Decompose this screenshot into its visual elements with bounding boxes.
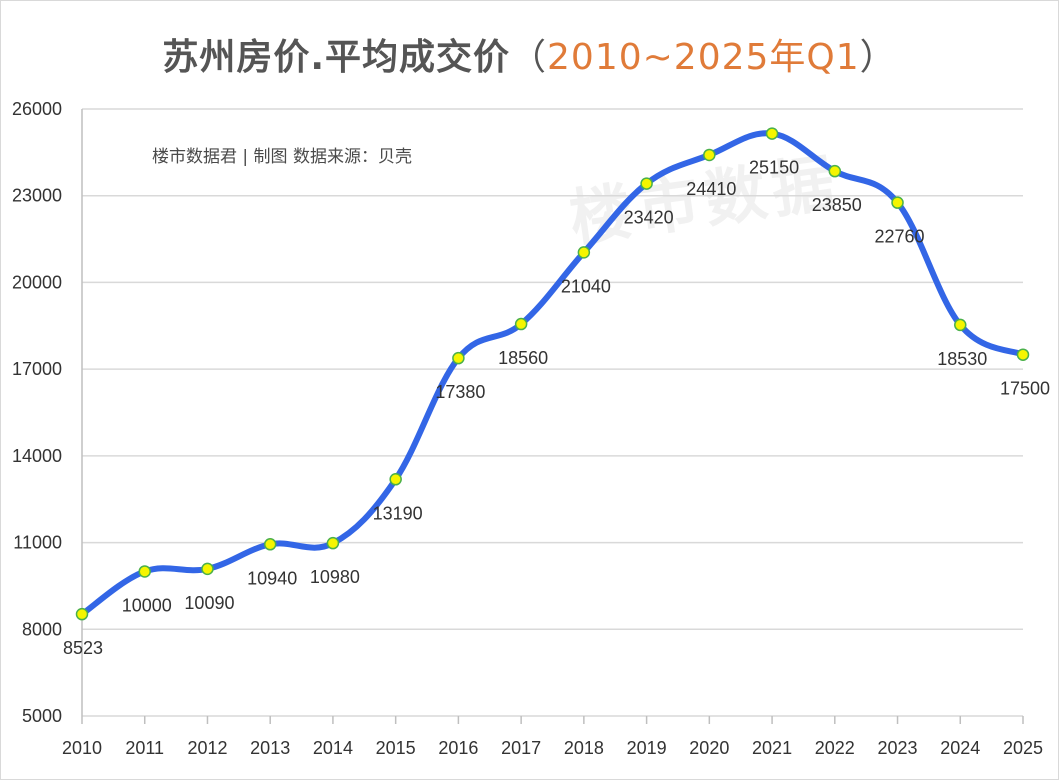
x-tick-label-2012: 2012 [187, 738, 227, 758]
data-label-2024: 18530 [937, 349, 987, 369]
data-label-2025: 17500 [1000, 379, 1050, 399]
data-label-2023: 22760 [875, 227, 925, 247]
data-label-2011: 10000 [122, 595, 172, 615]
point-2018 [577, 246, 591, 259]
data-label-2015: 13190 [373, 503, 423, 523]
y-tick-label-26000: 26000 [12, 99, 62, 119]
y-tick-label-14000: 14000 [12, 446, 62, 466]
data-label-2019: 23420 [624, 208, 674, 228]
x-tick-label-2013: 2013 [250, 738, 290, 758]
y-tick-label-5000: 5000 [22, 706, 62, 726]
x-tick-label-2024: 2024 [940, 738, 980, 758]
x-tick-label-2021: 2021 [752, 738, 792, 758]
point-2022 [828, 164, 842, 178]
title-open-paren: （ [510, 37, 548, 78]
x-tick-label-2011: 2011 [125, 738, 164, 758]
data-label-2017: 18560 [498, 348, 548, 368]
point-2024 [954, 318, 967, 332]
data-label-2021: 25150 [749, 158, 799, 178]
title-main: 苏州房价.平均成交价 [162, 37, 510, 78]
point-2017 [514, 317, 528, 331]
point-2015 [389, 473, 402, 486]
x-tick-label-2010: 2010 [62, 738, 102, 758]
y-tick-label-20000: 20000 [12, 272, 62, 292]
data-label-2018: 21040 [561, 276, 611, 296]
chart-credit: 楼市数据君 | 制图 数据来源：贝壳 [152, 147, 412, 167]
x-tick-label-2025: 2025 [1003, 738, 1043, 758]
x-tick-label-2015: 2015 [376, 738, 416, 758]
x-tick-label-2022: 2022 [815, 738, 855, 758]
series-line [79, 130, 1026, 618]
point-2011 [138, 565, 151, 578]
data-label-2022: 23850 [812, 195, 862, 215]
point-2014 [326, 536, 340, 550]
y-tick-label-23000: 23000 [12, 186, 62, 206]
point-2021 [765, 127, 779, 140]
point-2013 [263, 538, 277, 551]
chart-title: 苏州房价.平均成交价（2010~2025年Q1） [0, 28, 1059, 80]
data-label-2020: 24410 [686, 179, 736, 199]
point-2010 [75, 607, 89, 621]
x-tick-label-2023: 2023 [878, 738, 918, 758]
data-label-2013: 10940 [247, 568, 297, 588]
y-tick-label-11000: 11000 [13, 533, 62, 553]
data-label-2010: 8523 [63, 638, 103, 658]
x-tick-label-2017: 2017 [501, 738, 541, 758]
data-label-2012: 10090 [184, 593, 234, 613]
point-2020 [703, 148, 716, 162]
x-tick-label-2018: 2018 [564, 738, 604, 758]
point-2012 [201, 562, 214, 576]
x-tick-label-2020: 2020 [689, 738, 729, 758]
x-tick-label-2016: 2016 [438, 738, 478, 758]
y-tick-label-17000: 17000 [12, 359, 62, 379]
x-tick-label-2014: 2014 [313, 738, 353, 758]
point-2016 [452, 351, 465, 365]
y-tick-label-8000: 8000 [22, 619, 62, 639]
title-close-paren: ） [859, 37, 897, 78]
point-2025 [1016, 348, 1030, 361]
point-2023 [891, 196, 904, 209]
data-label-2016: 17380 [435, 382, 485, 402]
x-tick-label-2019: 2019 [627, 738, 667, 758]
data-label-2014: 10980 [310, 567, 360, 587]
title-range: 2010~2025年Q1 [547, 37, 860, 78]
point-2019 [640, 177, 653, 190]
